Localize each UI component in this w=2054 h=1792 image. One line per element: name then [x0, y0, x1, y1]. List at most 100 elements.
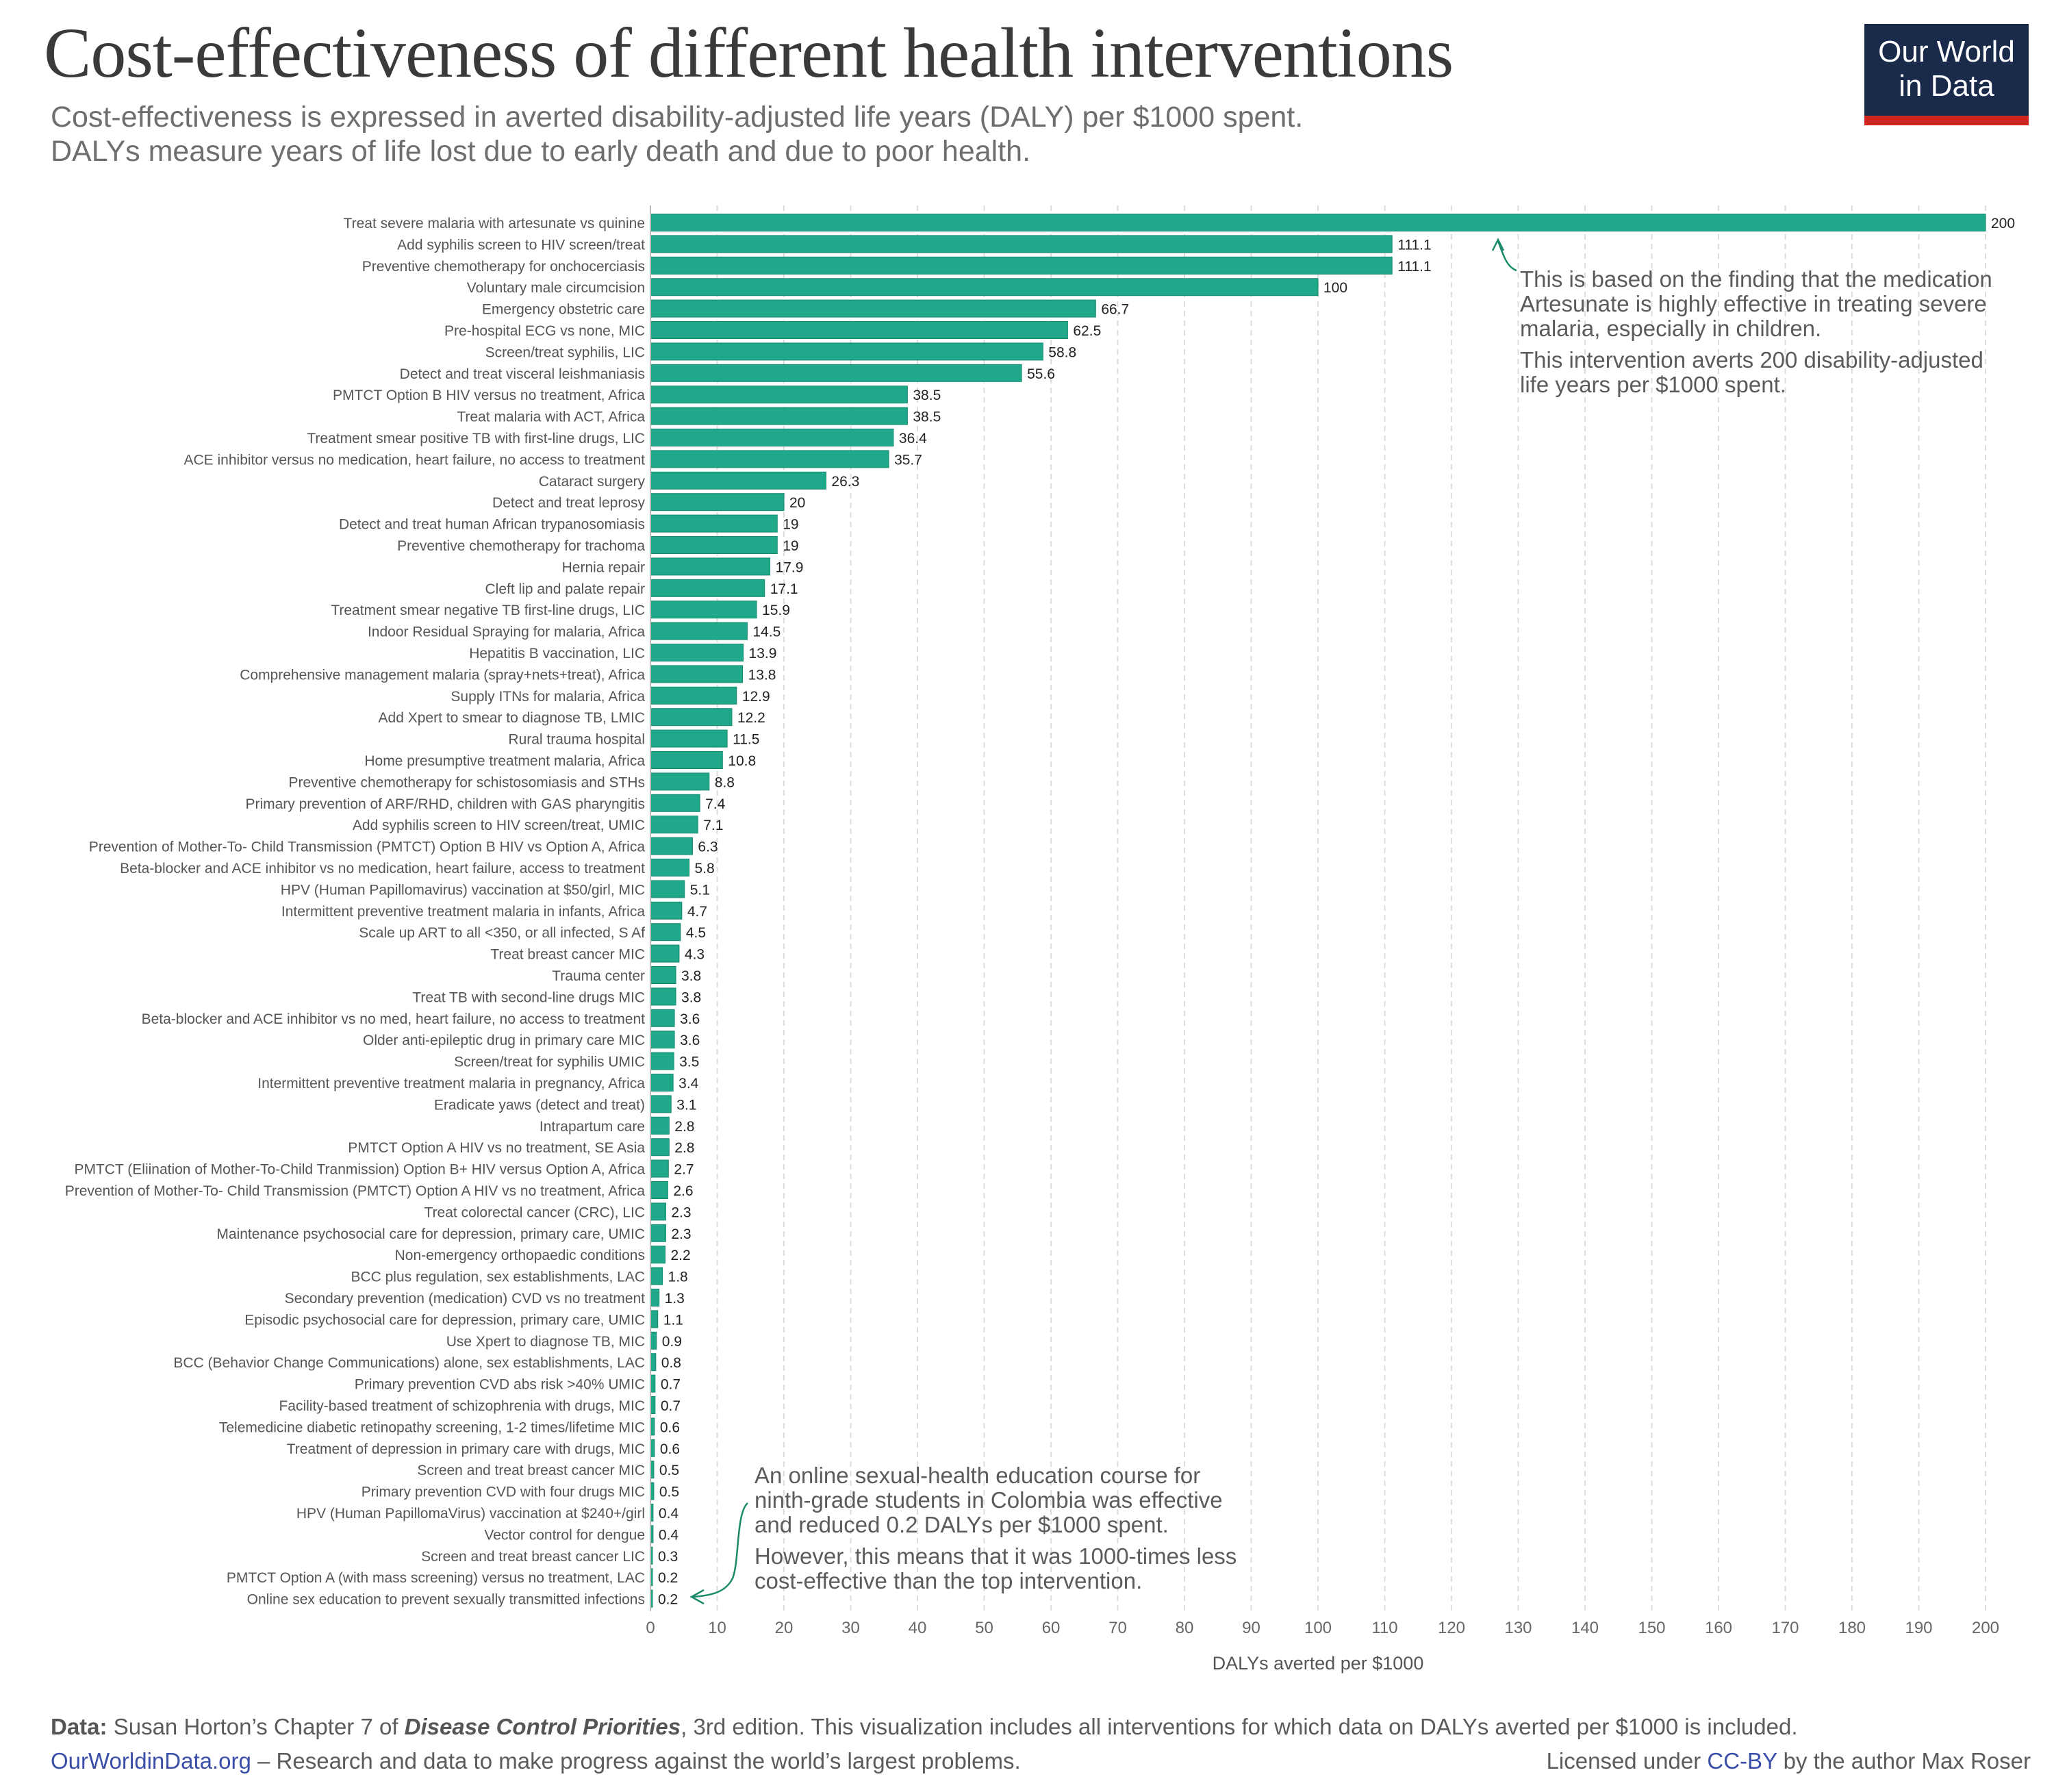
value-label: 2.7 [674, 1162, 694, 1178]
x-tick-label: 170 [1771, 1619, 1799, 1637]
x-tick-label: 30 [841, 1619, 860, 1637]
value-label: 111.1 [1397, 237, 1431, 253]
category-label: Supply ITNs for malaria, Africa [451, 689, 645, 705]
value-label: 2.3 [671, 1204, 691, 1220]
x-tick-label: 20 [775, 1619, 794, 1637]
category-label: PMTCT Option B HIV versus no treatment, … [333, 388, 645, 403]
value-label: 100 [1323, 280, 1347, 296]
category-label: Online sex education to prevent sexually… [247, 1592, 645, 1608]
category-label: Treatment smear positive TB with first-l… [307, 431, 645, 446]
value-label: 17.1 [770, 581, 798, 597]
chart-title: Cost-effectiveness of different health i… [44, 14, 1454, 92]
value-label: 0.2 [658, 1570, 678, 1586]
owid-site-link[interactable]: OurWorldinData.org [51, 1748, 251, 1774]
value-label: 36.4 [899, 431, 927, 446]
category-label: Treat severe malaria with artesunate vs … [344, 216, 645, 231]
category-label: Primary prevention of ARF/RHD, children … [245, 796, 645, 812]
bar [650, 1031, 675, 1049]
category-label: Home presumptive treatment malaria, Afri… [364, 753, 645, 769]
bar [650, 1246, 665, 1264]
bar [650, 837, 693, 855]
bar [650, 1138, 670, 1157]
bar [650, 407, 908, 425]
value-label: 15.9 [762, 603, 790, 618]
category-label: Treatment of depression in primary care … [287, 1441, 645, 1457]
value-label: 2.3 [671, 1226, 691, 1242]
footer-source: Data: Susan Horton’s Chapter 7 of Diseas… [51, 1714, 1798, 1740]
value-label: 1.8 [668, 1270, 688, 1285]
category-label: Detect and treat visceral leishmaniasis [400, 366, 645, 382]
footer-data-italic: Disease Control Priorities [404, 1714, 681, 1739]
category-label: PMTCT Option A (with mass screening) ver… [227, 1570, 645, 1586]
category-label: Cataract surgery [539, 474, 646, 490]
cc-by-link[interactable]: CC-BY [1707, 1748, 1777, 1774]
bar [650, 1181, 668, 1199]
value-label: 17.9 [776, 559, 804, 575]
bar [650, 514, 778, 533]
category-label: Maintenance psychosocial care for depres… [216, 1226, 645, 1242]
annotation-line: This is based on the finding that the me… [1520, 266, 1992, 292]
footer-data-label: Data: [51, 1714, 107, 1739]
bar [650, 342, 1043, 361]
value-label: 0.6 [660, 1419, 680, 1435]
license-prefix: Licensed under [1546, 1748, 1708, 1774]
category-label: Primary prevention CVD with four drugs M… [362, 1485, 645, 1500]
annotation-top-para-1: This is based on the finding that the me… [1520, 267, 1992, 341]
annotation-bottom-para-1: An online sexual-health education course… [755, 1463, 1237, 1537]
bar [650, 1009, 675, 1027]
category-label: Intermittent preventive treatment malari… [257, 1076, 645, 1091]
bar [650, 321, 1068, 339]
value-label: 2.8 [674, 1119, 694, 1135]
bar [650, 450, 889, 468]
bar [650, 901, 683, 920]
value-label: 13.9 [749, 646, 777, 661]
annotation-line: cost-effective than the top intervention… [755, 1568, 1143, 1593]
bar [650, 1267, 663, 1285]
bar [650, 1353, 657, 1372]
category-label: Voluntary male circumcision [467, 280, 645, 296]
value-label: 4.3 [685, 947, 705, 963]
category-label: Prevention of Mother-To- Child Transmiss… [65, 1183, 646, 1199]
x-tick-label: 160 [1705, 1619, 1732, 1637]
category-label: Older anti-epileptic drug in primary car… [363, 1033, 645, 1048]
x-axis-title: DALYs averted per $1000 [1213, 1653, 1424, 1674]
bar [650, 644, 744, 661]
bar [650, 1074, 674, 1091]
value-label: 0.5 [659, 1463, 679, 1478]
x-tick-label: 70 [1108, 1619, 1127, 1637]
category-label: Beta-blocker and ACE inhibitor vs no med… [142, 1011, 646, 1027]
x-tick-label: 40 [909, 1619, 927, 1637]
annotation-line: Artesunate is highly effective in treati… [1520, 291, 1987, 316]
bar [650, 665, 744, 683]
category-label: HPV (Human PapillomaVirus) vaccination a… [296, 1506, 645, 1522]
bar [650, 1224, 666, 1242]
bar [650, 1396, 656, 1414]
bar [650, 1116, 670, 1135]
value-label: 5.8 [695, 861, 715, 876]
bar [650, 816, 698, 834]
category-label: Intrapartum care [540, 1119, 645, 1135]
bar [650, 1202, 666, 1221]
x-tick-label: 50 [975, 1619, 993, 1637]
category-label: ACE inhibitor versus no medication, hear… [184, 452, 646, 468]
category-label: Preventive chemotherapy for trachoma [397, 538, 645, 554]
category-label: Preventive chemotherapy for onchocercias… [362, 259, 645, 275]
footer-data-text-2: , 3rd edition. This visualization includ… [681, 1714, 1798, 1739]
value-label: 8.8 [715, 774, 735, 790]
bar [650, 1289, 660, 1307]
x-tick-label: 90 [1242, 1619, 1260, 1637]
x-tick-label: 180 [1838, 1619, 1866, 1637]
category-label: Treat breast cancer MIC [490, 947, 645, 963]
category-label: Screen/treat syphilis, LIC [485, 344, 645, 360]
logo-red-strip [1864, 116, 2029, 125]
category-label: Eradicate yaws (detect and treat) [434, 1097, 645, 1113]
x-tick-label: 120 [1438, 1619, 1465, 1637]
owid-logo[interactable]: Our World in Data [1864, 24, 2029, 125]
value-label: 3.8 [681, 968, 701, 984]
value-label: 0.2 [658, 1592, 678, 1608]
value-label: 62.5 [1073, 323, 1101, 339]
value-label: 7.1 [703, 818, 723, 833]
category-label: Facility-based treatment of schizophreni… [279, 1398, 645, 1414]
value-label: 0.3 [658, 1549, 678, 1565]
